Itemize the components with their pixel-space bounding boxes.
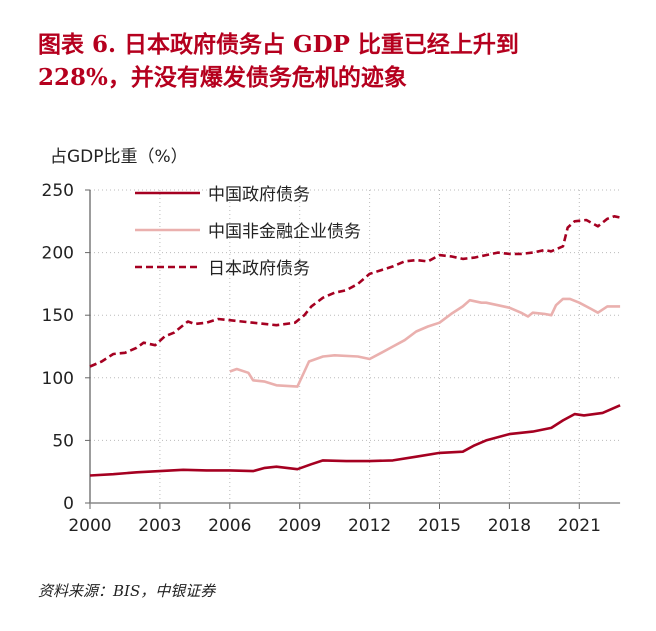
x-tick-label: 2018 <box>488 516 531 536</box>
y-tick-label: 200 <box>42 244 74 264</box>
x-tick-label: 2000 <box>68 516 111 536</box>
source-note: 资料来源：BIS，中银证券 <box>38 582 216 600</box>
x-tick-label: 2015 <box>418 516 461 536</box>
x-tick-label: 2006 <box>208 516 251 536</box>
series-line-cn_gov <box>89 404 621 477</box>
series-line-jp_gov <box>89 215 621 368</box>
y-tick-label: 250 <box>42 181 74 201</box>
legend-label: 日本政府债务 <box>208 259 310 279</box>
y-axis-label: 占GDP比重（%） <box>50 147 188 167</box>
chart-title-line2: 228%，并没有爆发债务危机的迹象 <box>38 64 407 91</box>
x-tick-label: 2021 <box>558 516 601 536</box>
legend-label: 中国政府债务 <box>208 185 310 205</box>
x-tick-label: 2009 <box>278 516 321 536</box>
legend-label: 中国非金融企业债务 <box>208 222 361 242</box>
y-tick-label: 150 <box>42 306 74 326</box>
series-line-cn_corp <box>229 297 621 388</box>
chart-title: 图表 6. 日本政府债务占 GDP 比重已经上升到 228%，并没有爆发债务危机… <box>38 28 638 94</box>
x-tick-label: 2003 <box>138 516 181 536</box>
chart-title-line1: 图表 6. 日本政府债务占 GDP 比重已经上升到 <box>38 31 519 58</box>
y-tick-label: 0 <box>63 494 74 514</box>
x-tick-label: 2012 <box>348 516 391 536</box>
y-tick-label: 100 <box>42 369 74 389</box>
y-tick-label: 50 <box>52 431 74 451</box>
